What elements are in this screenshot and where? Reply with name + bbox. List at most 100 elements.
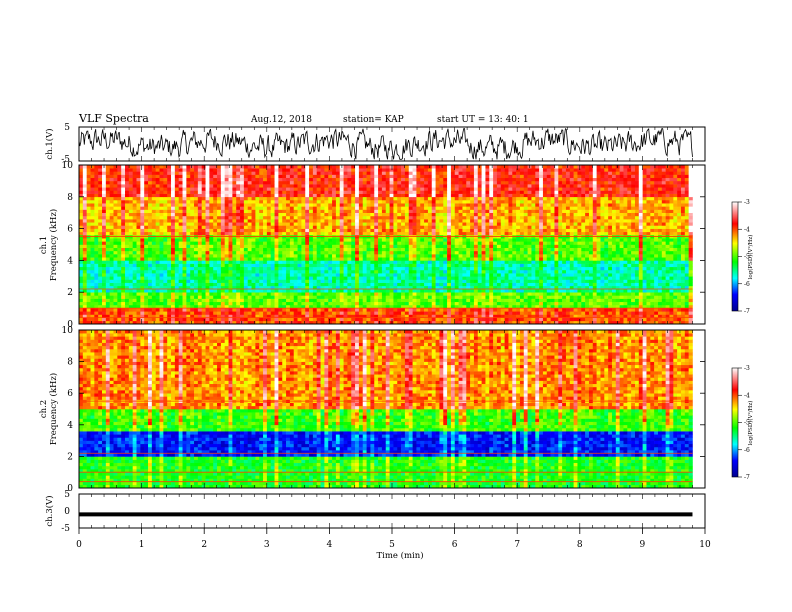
- spectrogram-cell: [247, 285, 252, 290]
- spectrogram-cell: [255, 241, 260, 245]
- spectrogram-cell: [332, 292, 337, 296]
- spectrogram-cell: [263, 250, 268, 255]
- spectrogram-cell: [94, 320, 99, 325]
- spectrogram-cell: [374, 273, 379, 277]
- spectrogram-cell: [263, 295, 268, 299]
- spectrogram-cell: [588, 304, 594, 309]
- spectrogram-cell: [684, 247, 689, 252]
- spectrogram-cell: [305, 289, 310, 293]
- spectrogram-cell: [309, 260, 314, 264]
- spectrogram-cell: [588, 247, 594, 252]
- spectrogram-cell: [558, 254, 563, 258]
- spectrogram-cell: [408, 257, 413, 261]
- spectrogram-cell: [105, 260, 110, 264]
- spectrogram-cell: [481, 317, 486, 322]
- spectrogram-cell: [236, 273, 241, 277]
- spectrogram-cell: [144, 257, 149, 261]
- spectrogram-cell: [297, 298, 302, 303]
- spectrogram-cell: [550, 273, 555, 277]
- spectrogram-cell: [615, 231, 620, 236]
- spectrogram-cell: [209, 317, 214, 322]
- spectrogram-cell: [604, 311, 609, 315]
- spectrogram-cell: [232, 247, 237, 252]
- spectrogram-cell: [240, 260, 245, 264]
- spectrogram-cell: [213, 276, 218, 280]
- spectrogram-cell: [385, 292, 390, 296]
- spectrogram-cell: [508, 266, 513, 271]
- spectrogram-cell: [194, 257, 199, 261]
- spectrogram-cell: [320, 295, 325, 299]
- spectrogram-cell: [412, 250, 417, 255]
- spectrogram-cell: [661, 228, 666, 233]
- spectrogram-cell: [228, 228, 233, 233]
- spectrogram-cell: [370, 301, 375, 306]
- spectrogram-cell: [163, 254, 168, 258]
- spectrogram-cell: [278, 285, 283, 290]
- spectrogram-cell: [178, 238, 183, 242]
- spectrogram-cell: [171, 238, 176, 242]
- spectrogram-cell: [661, 241, 666, 245]
- spectrogram-cell: [128, 295, 133, 299]
- spectrogram-cell: [370, 228, 375, 233]
- spectrogram-cell: [427, 304, 433, 309]
- spectrogram-cell: [688, 273, 693, 277]
- spectrogram-cell: [458, 320, 463, 325]
- spectrogram-cell: [669, 263, 674, 268]
- spectrogram-cell: [634, 320, 640, 325]
- spectrogram-cell: [247, 225, 252, 229]
- spectrogram-cell: [623, 247, 628, 252]
- spectrogram-cell: [588, 238, 594, 242]
- spectrogram-cell: [286, 269, 291, 274]
- spectrogram-cell: [259, 247, 264, 252]
- spectrogram-cell: [516, 250, 521, 255]
- spectrogram-cell: [592, 279, 597, 283]
- spectrogram-cell: [473, 320, 479, 325]
- spectrogram-cell: [324, 320, 329, 325]
- spectrogram-cell: [604, 231, 609, 236]
- spectrogram-cell: [171, 317, 176, 322]
- spectrogram-cell: [565, 273, 571, 277]
- spectrogram-cell: [470, 289, 475, 293]
- spectrogram-cell: [381, 276, 387, 280]
- spectrogram-cell: [205, 279, 210, 283]
- spectrogram-cell: [362, 292, 367, 296]
- spectrogram-cell: [167, 222, 172, 226]
- spectrogram-cell: [562, 225, 567, 229]
- spectrogram-cell: [657, 241, 663, 245]
- spectrogram-cell: [197, 273, 202, 277]
- spectrogram-cell: [155, 311, 160, 315]
- spectrogram-cell: [259, 244, 264, 248]
- spectrogram-cell: [366, 241, 371, 245]
- spectrogram-cell: [516, 311, 521, 315]
- spectrogram-cell: [550, 244, 555, 248]
- spectrogram-cell: [416, 285, 421, 290]
- spectrogram-cell: [627, 317, 632, 322]
- spectrogram-cell: [439, 241, 444, 245]
- spectrogram-cell: [493, 289, 498, 293]
- spectrogram-cell: [646, 241, 651, 245]
- spectrogram-cell: [623, 273, 628, 277]
- spectrogram-cell: [443, 263, 448, 268]
- spectrogram-cell: [385, 320, 390, 325]
- spectrogram-cell: [324, 269, 329, 274]
- spectrogram-cell: [366, 263, 371, 268]
- spectrogram-cell: [301, 247, 306, 252]
- spectrogram-cell: [569, 289, 574, 293]
- spectrogram-cell: [504, 320, 509, 325]
- spectrogram-cell: [347, 257, 352, 261]
- spectrogram-cell: [577, 269, 582, 274]
- spectrogram-cell: [324, 285, 329, 290]
- spectrogram-cell: [247, 308, 252, 312]
- spectrogram-cell: [362, 250, 367, 255]
- spectrogram-cell: [274, 231, 279, 236]
- spectrogram-cell: [201, 282, 206, 287]
- spectrogram-cell: [297, 276, 302, 280]
- spectrogram-cell: [592, 247, 597, 252]
- spectrogram-cell: [592, 295, 597, 299]
- spectrogram-cell: [604, 273, 609, 277]
- spectrogram-cell: [558, 308, 563, 312]
- spectrogram-cell: [611, 254, 617, 258]
- spectrogram-cell: [508, 292, 513, 296]
- spectrogram-cell: [343, 238, 348, 242]
- spectrogram-cell: [109, 282, 114, 287]
